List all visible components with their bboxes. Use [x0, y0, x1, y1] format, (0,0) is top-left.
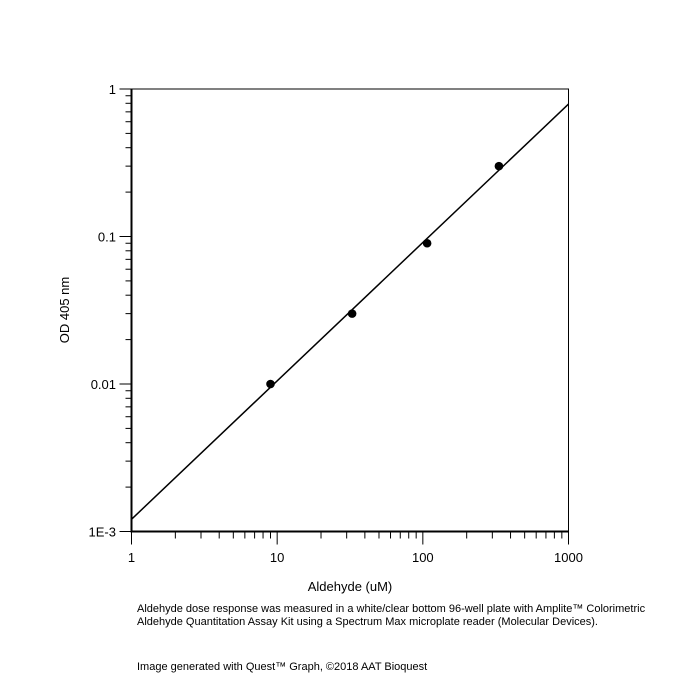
data-point	[266, 379, 275, 389]
y-tick-label: 0.01	[91, 377, 116, 392]
x-axis-title: Aldehyde (uM)	[308, 579, 393, 594]
y-tick-label: 1E-3	[89, 525, 116, 540]
data-point	[347, 309, 357, 318]
data-point	[494, 161, 504, 171]
y-tick-label: 1	[109, 82, 116, 97]
x-tick-label: 1000	[554, 550, 583, 565]
y-tick-label: 0.1	[98, 230, 116, 245]
y-axis-title: OD 405 nm	[57, 277, 72, 343]
x-tick-label: 10	[270, 550, 284, 565]
credit-text: Image generated with Quest™ Graph, ©2018…	[137, 661, 428, 673]
data-point	[422, 238, 432, 248]
x-tick-label: 1	[128, 550, 135, 565]
caption-text: Aldehyde dose response was measured in a…	[137, 603, 646, 628]
x-tick-label: 100	[412, 550, 434, 565]
figure-caption: Aldehyde dose response was measured in a…	[137, 603, 657, 628]
